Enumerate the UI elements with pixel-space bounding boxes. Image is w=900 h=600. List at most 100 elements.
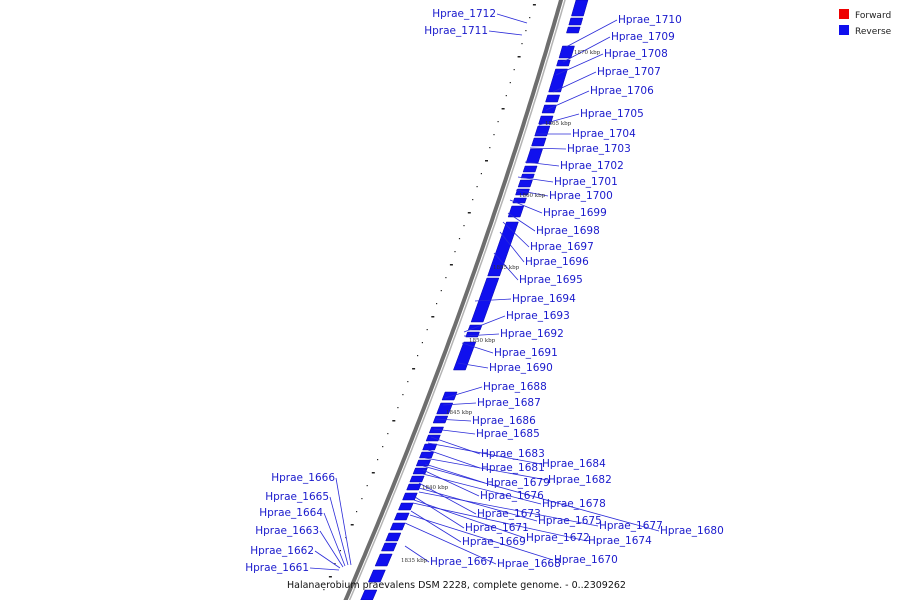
gene-label[interactable]: Hprae_1674 [588,535,652,547]
gene-label[interactable]: Hprae_1691 [494,347,558,359]
position-tick: 1870 kbp [574,50,601,56]
gene-label[interactable]: Hprae_1712 [432,8,496,20]
gene-label[interactable]: Hprae_1686 [472,415,536,427]
gene-label[interactable]: Hprae_1703 [567,143,631,155]
gene-label[interactable]: Hprae_1696 [525,256,589,268]
gene-label[interactable]: Hprae_1704 [572,128,636,140]
label-leader [552,71,597,93]
gene-label[interactable]: Hprae_1683 [481,448,545,460]
gene-label[interactable]: Hprae_1673 [477,508,541,520]
outer-mark [454,251,456,253]
gene-label[interactable]: Hprae_1675 [538,515,602,527]
gene-label[interactable]: Hprae_1692 [500,328,564,340]
legend-label-reverse: Reverse [855,27,892,37]
gene-label[interactable]: Hprae_1663 [255,525,319,537]
outer-mark [440,290,442,292]
gene-label[interactable]: Hprae_1671 [465,522,529,534]
outer-mark [382,446,384,448]
gene-label[interactable]: Hprae_1711 [424,25,488,37]
label-leader [422,473,542,505]
label-leader [410,510,462,543]
gene-label[interactable]: Hprae_1669 [462,536,526,548]
gene-block [409,475,425,483]
gene-label[interactable]: Hprae_1700 [549,190,613,202]
label-leader [463,333,500,337]
position-tick: 1855 kbp [493,265,520,271]
gene-label[interactable]: Hprae_1679 [486,477,550,489]
gene-block [470,277,500,323]
label-leader [444,386,483,399]
label-leader [461,342,494,354]
gene-label[interactable]: Hprae_1693 [506,310,570,322]
gene-block [556,59,571,67]
outer-mark [339,550,341,552]
gene-label[interactable]: Hprae_1665 [265,491,329,503]
outer-mark [445,277,447,279]
gene-label[interactable]: Hprae_1706 [590,85,654,97]
gene-label[interactable]: Hprae_1667 [430,556,494,568]
backbone-inner [348,0,566,600]
outer-mark [366,485,368,487]
gene-label[interactable]: Hprae_1697 [530,241,594,253]
label-leader [422,469,480,497]
label-leader [335,477,352,566]
label-leader [319,530,344,568]
gene-label[interactable]: Hprae_1707 [597,66,661,78]
gene-label[interactable]: Hprae_1672 [526,532,590,544]
outer-mark [431,316,435,318]
gene-block [393,512,410,521]
map-caption: Halanaerobium praevalens DSM 2228, compl… [287,580,626,591]
backbone-outer [343,0,564,600]
label-leader [488,30,523,36]
gene-label[interactable]: Hprae_1701 [554,176,618,188]
outer-mark [472,199,474,201]
label-leader [418,482,477,515]
gene-label[interactable]: Hprae_1687 [477,397,541,409]
gene-label[interactable]: Hprae_1684 [542,458,606,470]
label-leader [404,545,430,563]
gene-label[interactable]: Hprae_1681 [481,462,545,474]
gene-label[interactable]: Hprae_1685 [476,428,540,440]
gene-label[interactable]: Hprae_1688 [483,381,547,393]
outer-mark [412,368,416,370]
gene-label[interactable]: Hprae_1690 [489,362,553,374]
label-leader [545,90,590,111]
genome-arc [343,0,566,600]
label-leader [496,13,528,24]
gene-block [389,522,406,531]
gene-label[interactable]: Hprae_1710 [618,14,682,26]
gene-label[interactable]: Hprae_1676 [480,490,544,502]
outer-mark [436,303,438,305]
label-leader [457,362,489,369]
gene-label[interactable]: Hprae_1661 [245,562,309,574]
gene-label[interactable]: Hprae_1699 [543,207,607,219]
label-leader [422,465,660,532]
gene-label[interactable]: Hprae_1694 [512,293,576,305]
legend-swatch-forward [839,9,849,19]
gene-label[interactable]: Hprae_1698 [536,225,600,237]
gene-block [548,68,568,93]
gene-label[interactable]: Hprae_1664 [259,507,323,519]
gene-block [428,426,444,434]
gene-label[interactable]: Hprae_1680 [660,525,724,537]
label-leader [493,252,519,281]
gene-label[interactable]: Hprae_1666 [271,472,335,484]
label-leaders [309,13,660,571]
gene-label[interactable]: Hprae_1670 [554,554,618,566]
gene-label[interactable]: Hprae_1677 [599,520,663,532]
label-leader [329,496,349,566]
label-leader [418,491,599,527]
gene-label[interactable]: Hprae_1668 [497,558,561,570]
label-leader [413,499,526,539]
outer-mark [489,147,491,149]
gene-label[interactable]: Hprae_1662 [250,545,314,557]
gene-label[interactable]: Hprae_1709 [611,31,675,43]
gene-label[interactable]: Hprae_1678 [542,498,606,510]
gene-label[interactable]: Hprae_1702 [560,160,624,172]
gene-label[interactable]: Hprae_1708 [604,48,668,60]
gene-label[interactable]: Hprae_1705 [580,108,644,120]
gene-label[interactable]: Hprae_1695 [519,274,583,286]
outer-mark [517,56,521,58]
gene-label[interactable]: Hprae_1682 [548,474,612,486]
